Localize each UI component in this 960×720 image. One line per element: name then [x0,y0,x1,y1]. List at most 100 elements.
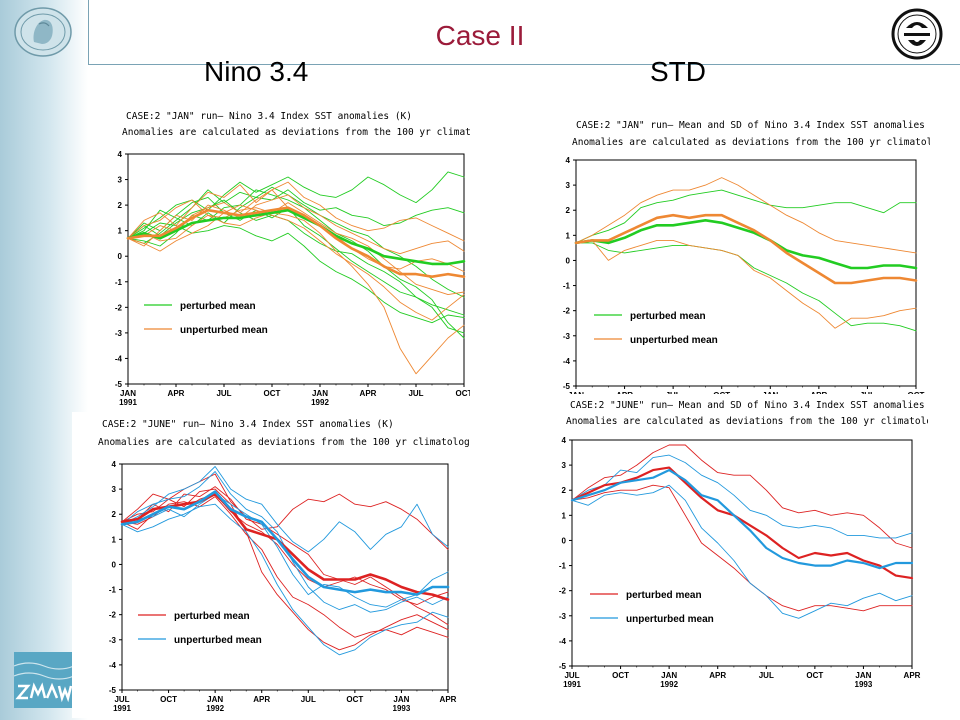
y-tick-label: 2 [118,201,123,210]
plot-frame [127,153,465,385]
y-tick-label: -1 [109,586,117,595]
x-tick-label: 1992 [206,704,224,713]
plot-frame [575,159,917,387]
y-tick-label: -5 [559,662,567,671]
y-tick-label: -1 [559,562,567,571]
y-tick-label: 4 [112,460,117,469]
x-tick-label: OCT [346,695,363,704]
series-line-unperturbed-mean [120,490,450,596]
y-tick-label: -2 [559,587,567,596]
member-line [127,196,465,316]
right-column-heading: STD [650,56,706,87]
y-tick-label: -1 [563,282,571,291]
x-tick-label: OCT [612,671,629,680]
y-tick-label: -2 [115,303,123,312]
x-tick-label: 1992 [311,398,329,407]
x-tick-label: JUL [216,389,231,398]
y-tick-label: 0 [566,256,571,265]
x-tick-label: JAN [120,389,136,398]
x-tick-label: JAN [207,695,223,704]
chart-subtitle: Anomalies are calculated as deviations f… [98,437,470,448]
chart-title: CASE:2 "JAN" run— Nino 3.4 Index SST ano… [126,111,412,122]
legend-label: perturbed mean [626,590,702,601]
chart-title: CASE:2 "JAN" run— Mean and SD of Nino 3.… [576,120,930,131]
chart-title: CASE:2 "JUNE" run— Nino 3.4 Index SST an… [102,419,394,430]
y-tick-label: 1 [562,511,567,520]
chart-june-nino: CASE:2 "JUNE" run— Nino 3.4 Index SST an… [98,419,470,713]
chart-panel-jan-std: CASE:2 "JAN" run— Mean and SD of Nino 3.… [532,114,930,394]
x-tick-label: OCT [264,389,281,398]
member-line [121,466,449,553]
plot-frame [571,439,913,667]
member-line [127,222,465,324]
zmaw-logo [13,652,75,708]
y-tick-label: 1 [118,227,123,236]
y-tick-label: 4 [118,150,123,159]
plot-frame [121,463,449,691]
series-line-perturbed-SD [575,189,917,244]
member-line [127,181,465,242]
x-tick-label: OCT [806,671,823,680]
y-tick-label: 0 [562,536,567,545]
y-tick-label: -4 [109,661,117,670]
x-tick-label: 1993 [393,704,411,713]
member-line [127,207,465,375]
y-tick-label: 3 [566,181,571,190]
chart-jan-nino: CASE:2 "JAN" run— Nino 3.4 Index SST ano… [115,111,470,407]
x-tick-label: JAN [855,671,871,680]
x-tick-label: JUL [301,695,316,704]
x-tick-label: JAN [568,391,584,394]
chart-panel-jan-nino: CASE:2 "JAN" run— Nino 3.4 Index SST ano… [92,104,470,410]
y-tick-label: -1 [115,278,123,287]
x-tick-label: APR [709,671,726,680]
x-tick-label: 1992 [660,680,678,689]
member-line [127,171,465,239]
legend-label: unperturbed mean [630,335,718,346]
chart-panel-june-nino: CASE:2 "JUNE" run— Nino 3.4 Index SST an… [72,412,470,718]
x-tick-label: APR [253,695,270,704]
x-tick-label: JUL [860,391,875,394]
y-tick-label: -5 [109,686,117,695]
dkrz-logo [886,6,948,62]
y-tick-label: -5 [115,380,123,389]
chart-panel-june-std: CASE:2 "JUNE" run— Mean and SD of Nino 3… [528,394,928,692]
chart-june-std: CASE:2 "JUNE" run— Mean and SD of Nino 3… [559,400,928,689]
y-tick-label: 2 [566,206,571,215]
x-tick-label: JAN [762,391,778,394]
series-line-perturbed-mean [120,492,450,601]
chart-subtitle: Anomalies are calculated as deviations f… [566,416,928,427]
y-tick-label: 0 [112,560,117,569]
y-tick-label: 2 [562,486,567,495]
y-tick-label: -3 [109,636,117,645]
y-tick-label: -3 [563,332,571,341]
member-line [121,493,449,608]
y-tick-label: 2 [112,510,117,519]
x-tick-label: APR [440,695,457,704]
x-tick-label: JUL [564,671,579,680]
x-tick-label: JAN [312,389,328,398]
y-tick-label: -2 [563,307,571,316]
x-tick-label: JUL [666,391,681,394]
y-tick-label: 3 [562,461,567,470]
x-tick-label: APR [360,389,377,398]
x-tick-label: JUL [408,389,423,398]
x-tick-label: APR [616,391,633,394]
series-line-perturbed-SD [571,444,913,549]
y-tick-label: 4 [562,436,567,445]
institute-seal-logo [12,6,74,58]
chart-subtitle: Anomalies are calculated as deviations f… [572,137,930,148]
y-tick-label: -5 [563,382,571,391]
x-tick-label: OCT [908,391,925,394]
left-column-heading: Nino 3.4 [204,56,309,87]
y-tick-label: 4 [566,156,571,165]
member-line [121,503,449,656]
legend-label: unperturbed mean [626,614,714,625]
legend-label: unperturbed mean [180,325,268,336]
series-line-perturbed--SD [571,484,913,612]
x-tick-label: 1991 [563,680,581,689]
x-tick-label: 1991 [113,704,131,713]
legend-label: perturbed mean [630,311,706,322]
slide-title: Case II [435,20,525,51]
legend-label: perturbed mean [180,301,256,312]
series-line-unperturbed-SD [571,454,913,539]
